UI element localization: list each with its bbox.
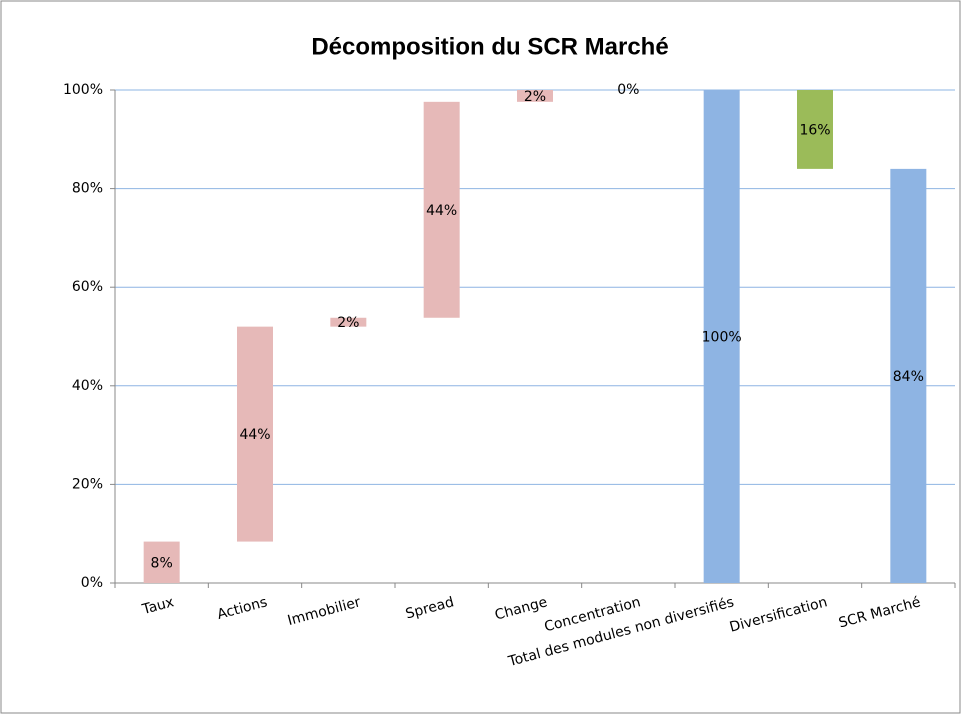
data-label: 0% xyxy=(617,82,639,98)
data-label: 84% xyxy=(893,369,924,385)
bar xyxy=(143,541,180,583)
y-tick-label: 40% xyxy=(72,378,103,394)
bar xyxy=(237,326,273,542)
bar xyxy=(797,90,833,169)
bar xyxy=(330,317,367,327)
bar xyxy=(890,168,927,583)
data-label: 16% xyxy=(799,122,830,138)
y-tick-label: 100% xyxy=(63,82,103,98)
data-label: 44% xyxy=(239,427,270,443)
data-label: 44% xyxy=(426,203,457,219)
data-label: 2% xyxy=(524,89,546,105)
y-tick-label: 60% xyxy=(72,279,103,295)
bar xyxy=(423,101,460,318)
chart-title: Décomposition du SCR Marché xyxy=(311,33,668,60)
bar xyxy=(517,90,553,102)
y-tick-label: 0% xyxy=(81,575,103,591)
bar xyxy=(703,90,740,583)
data-label: 8% xyxy=(151,555,173,571)
data-label: 2% xyxy=(337,315,359,331)
y-tick-label: 80% xyxy=(72,181,103,197)
data-label: 100% xyxy=(702,330,742,346)
y-tick-label: 20% xyxy=(72,476,103,492)
